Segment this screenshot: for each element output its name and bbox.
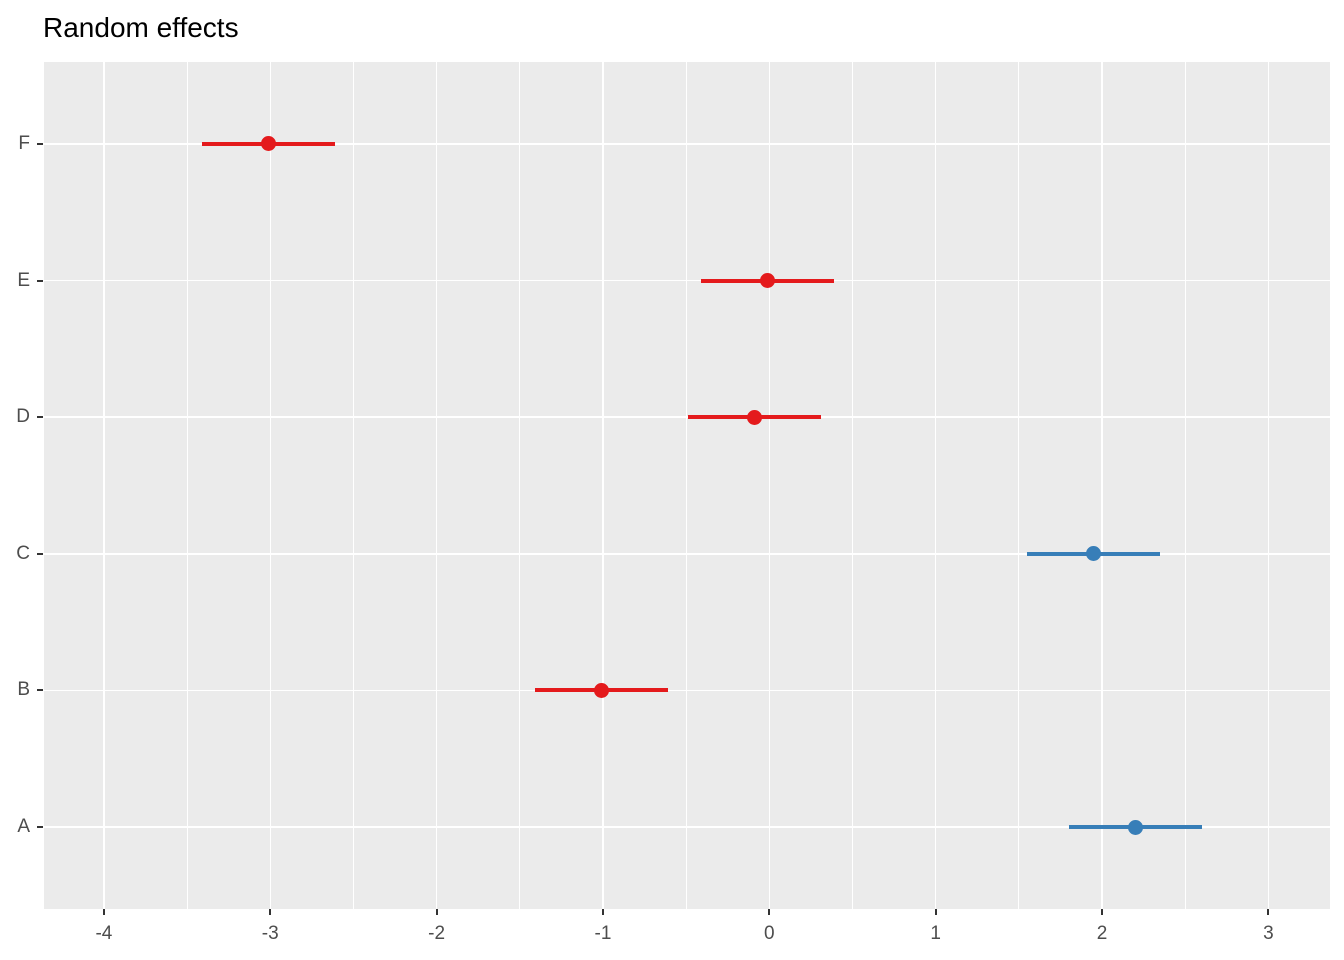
gridline-major-x: [1101, 62, 1103, 909]
gridline-major-x: [602, 62, 604, 909]
gridline-major-y: [44, 416, 1330, 418]
gridline-major-x: [269, 62, 271, 909]
y-axis-tick: [37, 826, 43, 829]
x-axis-tick: [269, 909, 272, 915]
point-C: [1086, 546, 1102, 562]
x-axis-tick: [435, 909, 438, 915]
gridline-major-y: [44, 553, 1330, 555]
x-tick-label: -1: [594, 923, 612, 944]
gridline-major-x: [1267, 62, 1270, 909]
point-B: [593, 682, 609, 698]
point-A: [1127, 819, 1143, 835]
point-E: [760, 273, 776, 289]
y-axis-tick: [37, 142, 43, 145]
gridline-minor-x: [852, 62, 854, 909]
x-axis-tick: [1267, 909, 1270, 915]
gridline-major-y: [44, 826, 1330, 828]
gridline-major-x: [768, 62, 771, 909]
y-tick-label: F: [18, 132, 30, 154]
gridline-major-x: [435, 62, 438, 909]
gridline-major-y: [44, 279, 1330, 282]
x-axis-tick: [102, 909, 105, 915]
gridline-minor-x: [352, 62, 354, 909]
x-tick-label: -3: [261, 923, 279, 944]
x-axis-tick: [1101, 909, 1104, 915]
gridline-major-y: [44, 689, 1330, 692]
gridline-minor-x: [519, 62, 521, 909]
gridline-minor-x: [685, 62, 687, 909]
x-tick-label: 3: [1263, 923, 1274, 944]
y-axis-tick: [37, 552, 43, 555]
y-axis-tick: [37, 689, 43, 692]
x-tick-label: -4: [95, 923, 113, 944]
gridline-minor-x: [186, 62, 188, 909]
chart-title: Random effects: [43, 12, 239, 43]
plot-panel: [44, 62, 1330, 909]
gridline-major-x: [934, 62, 937, 909]
x-axis-tick: [768, 909, 771, 915]
y-tick-label: D: [16, 406, 30, 428]
gridline-major-x: [103, 62, 105, 909]
x-tick-label: 0: [764, 923, 775, 944]
x-tick-label: 1: [930, 923, 941, 944]
gridline-minor-x: [1184, 62, 1186, 909]
x-tick-label: 2: [1096, 923, 1108, 944]
point-D: [746, 409, 762, 425]
y-tick-label: B: [17, 679, 30, 701]
y-tick-label: A: [17, 816, 30, 838]
y-tick-label: E: [17, 269, 30, 291]
y-axis-tick: [37, 416, 43, 419]
point-F: [261, 136, 277, 152]
y-tick-label: C: [16, 542, 30, 564]
x-tick-label: -2: [428, 923, 446, 944]
gridline-major-y: [44, 143, 1330, 145]
gridline-minor-x: [1018, 62, 1020, 909]
y-axis-tick: [37, 279, 43, 282]
x-axis-tick: [934, 909, 937, 915]
x-axis-tick: [601, 909, 604, 915]
